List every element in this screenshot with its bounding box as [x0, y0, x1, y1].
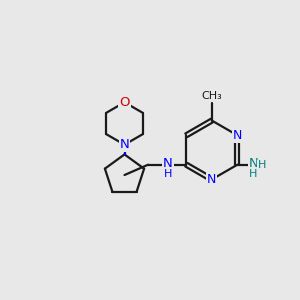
Text: N: N [249, 157, 258, 170]
Text: N: N [207, 173, 217, 186]
Text: CH₃: CH₃ [202, 92, 222, 101]
Text: N: N [232, 129, 242, 142]
Text: H: H [164, 169, 172, 178]
Text: H: H [258, 160, 266, 170]
Text: H: H [249, 169, 257, 178]
Text: O: O [119, 96, 130, 109]
Text: N: N [120, 138, 129, 151]
Text: N: N [163, 157, 173, 170]
